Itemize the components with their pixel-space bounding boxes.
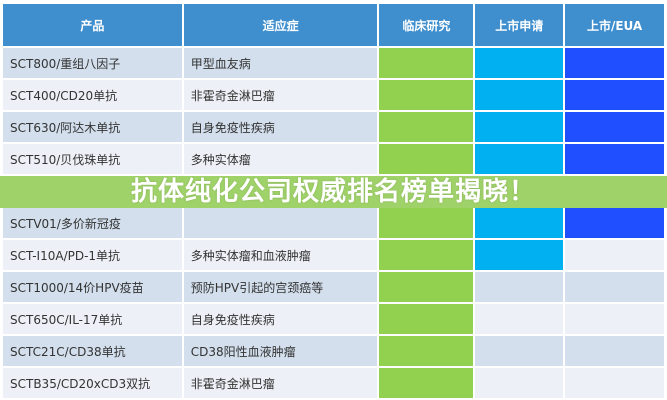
header-approved: 上市/EUA	[565, 4, 664, 46]
product-cell: SCT650C/IL-17单抗	[3, 304, 182, 334]
stage-cell	[475, 336, 564, 366]
stage-cell	[565, 368, 664, 398]
banner-text: 抗体纯化公司权威排名榜单揭晓！	[130, 177, 536, 207]
indication-cell: 预防HPV引起的宫颈癌等	[183, 272, 378, 302]
product-cell: SCT400/CD20单抗	[3, 80, 182, 110]
stage-cell	[379, 208, 474, 238]
stage-cell	[475, 272, 564, 302]
product-cell: SCTB35/CD20xCD3双抗	[3, 368, 182, 398]
indication-cell: 自身免疫性疾病	[183, 112, 378, 142]
stage-cell	[565, 144, 664, 174]
stage-cell	[475, 112, 564, 142]
product-cell: SCT-I10A/PD-1单抗	[3, 240, 182, 270]
stage-cell	[379, 48, 474, 78]
indication-cell: 甲型血友病	[183, 48, 378, 78]
header-application: 上市申请	[475, 4, 564, 46]
stage-cell	[379, 272, 474, 302]
table-row: SCT800/重组八因子 甲型血友病	[3, 48, 664, 78]
product-cell: SCTV01/多价新冠疫	[3, 208, 182, 238]
table-row: SCT400/CD20单抗 非霍奇金淋巴瘤	[3, 80, 664, 110]
stage-cell	[379, 144, 474, 174]
table-row: SCT-I10A/PD-1单抗 多种实体瘤和血液肿瘤	[3, 240, 664, 270]
indication-cell: CD38阳性血液肿瘤	[183, 336, 378, 366]
stage-cell	[379, 336, 474, 366]
indication-cell	[183, 208, 378, 238]
stage-cell	[565, 208, 664, 238]
stage-cell	[565, 336, 664, 366]
stage-cell	[565, 48, 664, 78]
stage-cell	[475, 368, 564, 398]
table-header: 产品 适应症 临床研究 上市申请 上市/EUA	[3, 4, 664, 46]
header-product: 产品	[3, 4, 182, 46]
table-row: SCTB35/CD20xCD3双抗 非霍奇金淋巴瘤	[3, 368, 664, 398]
table-row: SCT510/贝伐珠单抗 多种实体瘤	[3, 144, 664, 174]
pipeline-table: 产品 适应症 临床研究 上市申请 上市/EUA SCT800/重组八因子 甲型血…	[0, 4, 667, 400]
table-row: SCT650C/IL-17单抗 自身免疫性疾病	[3, 304, 664, 334]
indication-cell: 多种实体瘤	[183, 144, 378, 174]
stage-cell	[475, 48, 564, 78]
indication-cell: 非霍奇金淋巴瘤	[183, 80, 378, 110]
product-cell: SCT800/重组八因子	[3, 48, 182, 78]
table-row: SCT630/阿达木单抗 自身免疫性疾病	[3, 112, 664, 142]
stage-cell	[565, 304, 664, 334]
stage-cell	[475, 144, 564, 174]
stage-cell	[379, 304, 474, 334]
stage-cell	[565, 240, 664, 270]
product-cell: SCT630/阿达木单抗	[3, 112, 182, 142]
product-cell: SCT510/贝伐珠单抗	[3, 144, 182, 174]
header-indication: 适应症	[183, 4, 378, 46]
stage-cell	[379, 80, 474, 110]
stage-cell	[475, 240, 564, 270]
indication-cell: 多种实体瘤和血液肿瘤	[183, 240, 378, 270]
stage-cell	[475, 208, 564, 238]
product-cell: SCT1000/14价HPV疫苗	[3, 272, 182, 302]
stage-cell	[379, 240, 474, 270]
header-clinical: 临床研究	[379, 4, 474, 46]
table-row: SCT1000/14价HPV疫苗 预防HPV引起的宫颈癌等	[3, 272, 664, 302]
stage-cell	[475, 304, 564, 334]
table-row: SCTV01/多价新冠疫	[3, 208, 664, 238]
product-cell: SCTC21C/CD38单抗	[3, 336, 182, 366]
stage-cell	[565, 112, 664, 142]
stage-cell	[475, 80, 564, 110]
table-row: SCTC21C/CD38单抗 CD38阳性血液肿瘤	[3, 336, 664, 366]
stage-cell	[379, 112, 474, 142]
indication-cell: 自身免疫性疾病	[183, 304, 378, 334]
title-banner: 抗体纯化公司权威排名榜单揭晓！	[0, 176, 667, 208]
indication-cell: 非霍奇金淋巴瘤	[183, 368, 378, 398]
stage-cell	[565, 80, 664, 110]
stage-cell	[565, 272, 664, 302]
stage-cell	[379, 368, 474, 398]
